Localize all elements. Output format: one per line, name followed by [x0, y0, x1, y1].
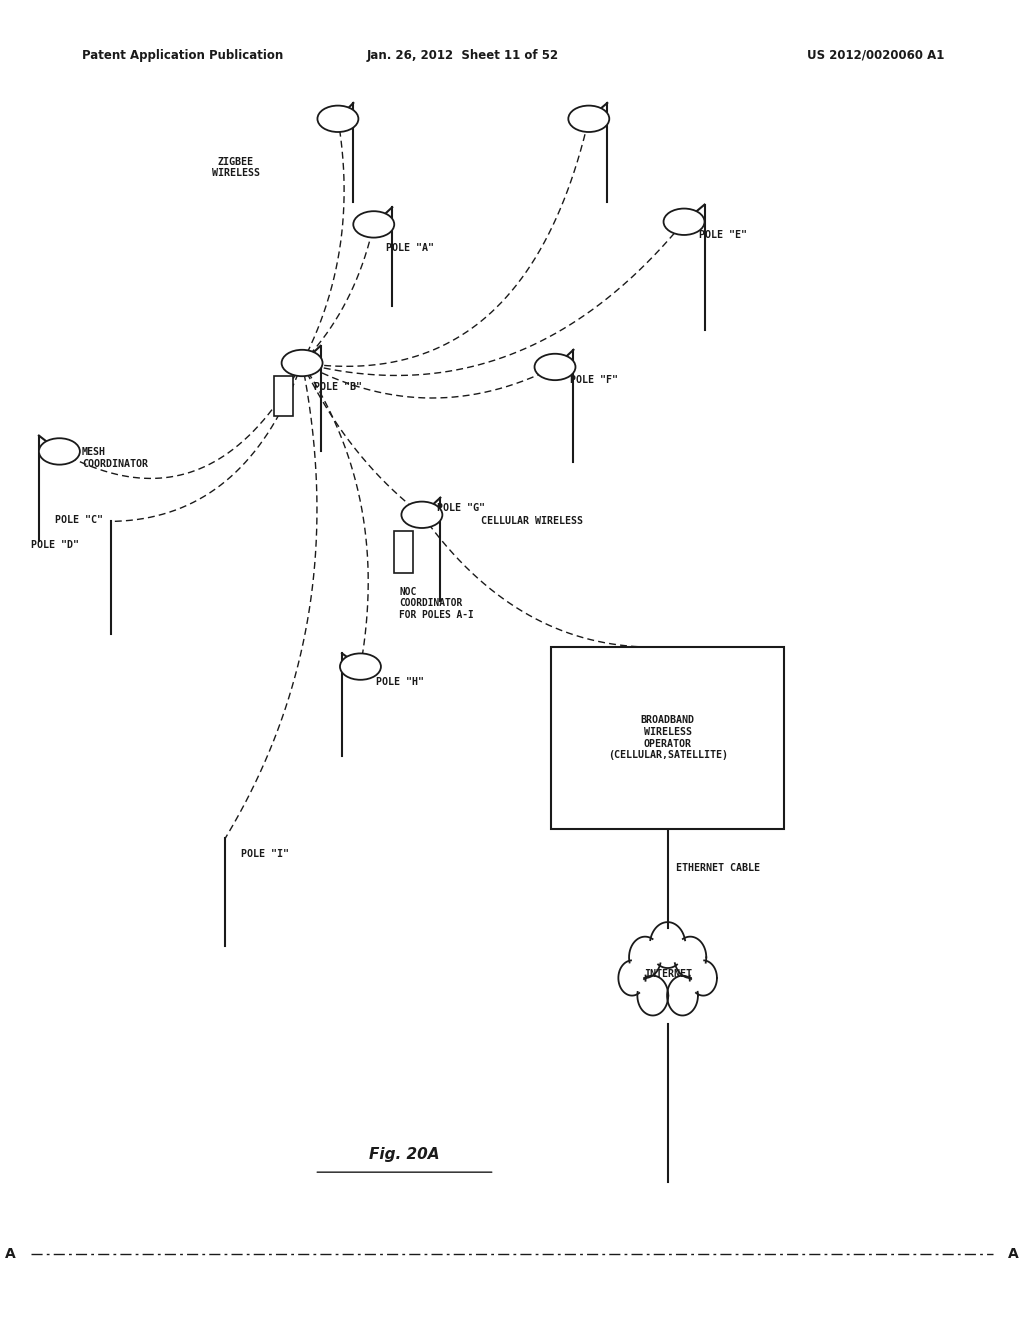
Text: POLE "F": POLE "F": [570, 375, 618, 385]
Ellipse shape: [401, 502, 442, 528]
Text: Fig. 20A: Fig. 20A: [370, 1147, 439, 1163]
FancyBboxPatch shape: [551, 647, 784, 829]
Text: POLE "A": POLE "A": [386, 243, 434, 253]
Text: A: A: [1009, 1247, 1019, 1261]
Text: POLE "G": POLE "G": [437, 503, 485, 513]
Text: POLE "B": POLE "B": [314, 381, 362, 392]
Text: POLE "E": POLE "E": [699, 230, 748, 240]
Ellipse shape: [340, 653, 381, 680]
Text: Jan. 26, 2012  Sheet 11 of 52: Jan. 26, 2012 Sheet 11 of 52: [367, 49, 559, 62]
Bar: [394, 531, 413, 573]
Text: US 2012/0020060 A1: US 2012/0020060 A1: [807, 49, 944, 62]
Ellipse shape: [39, 438, 80, 465]
Text: BROADBAND
WIRELESS
OPERATOR
(CELLULAR,SATELLITE): BROADBAND WIRELESS OPERATOR (CELLULAR,SA…: [607, 715, 728, 760]
Ellipse shape: [664, 209, 705, 235]
Text: POLE "I": POLE "I": [241, 849, 289, 859]
Text: A: A: [5, 1247, 15, 1261]
Text: POLE "D": POLE "D": [31, 540, 79, 550]
Text: POLE "H": POLE "H": [376, 677, 424, 688]
Text: NOC
COORDINATOR
FOR POLES A-I: NOC COORDINATOR FOR POLES A-I: [399, 586, 474, 620]
Text: Patent Application Publication: Patent Application Publication: [82, 49, 284, 62]
Ellipse shape: [535, 354, 575, 380]
Ellipse shape: [282, 350, 323, 376]
Text: CELLULAR WIRELESS: CELLULAR WIRELESS: [481, 516, 584, 527]
Text: ETHERNET CABLE: ETHERNET CABLE: [676, 863, 760, 873]
Ellipse shape: [568, 106, 609, 132]
Bar: [274, 376, 293, 416]
Ellipse shape: [353, 211, 394, 238]
Text: ZIGBEE
WIRELESS: ZIGBEE WIRELESS: [212, 157, 259, 178]
Text: MESH
COORDINATOR: MESH COORDINATOR: [82, 447, 147, 469]
Text: INTERNET: INTERNET: [644, 969, 691, 979]
Text: POLE "C": POLE "C": [55, 515, 103, 525]
Ellipse shape: [317, 106, 358, 132]
